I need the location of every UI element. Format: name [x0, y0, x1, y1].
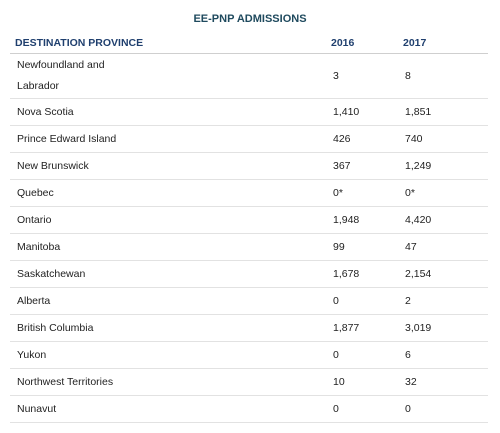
value-cell: 2 [405, 295, 411, 307]
table-row: Nunavut 0 0 [10, 396, 488, 423]
value-cell: 0* [405, 187, 415, 199]
table-row: British Columbia 1,877 3,019 [10, 315, 488, 342]
value-cell: 10 [333, 376, 345, 388]
value-cell: 1,851 [405, 106, 432, 118]
province-cell: Quebec [17, 187, 54, 199]
value-cell: 1,249 [405, 160, 432, 172]
province-cell: British Columbia [17, 322, 94, 334]
province-cell: Nova Scotia [17, 106, 74, 118]
value-cell: 2,154 [405, 268, 432, 280]
value-cell: 6 [405, 349, 411, 361]
province-cell: Northwest Territories [17, 376, 114, 388]
table: DESTINATION PROVINCE 2016 2017 Newfoundland… [10, 32, 488, 423]
value-cell: 1,948 [333, 214, 360, 226]
table-row: Nova Scotia 1,410 1,851 [10, 99, 488, 126]
header-cell: 2016 [331, 36, 355, 49]
value-cell: 47 [405, 241, 417, 253]
value-cell: 0* [333, 187, 343, 199]
value-cell: 0 [333, 295, 339, 307]
value-cell: 426 [333, 133, 351, 145]
table-row: Ontario 1,948 4,420 [10, 207, 488, 234]
province-cell: Ontario [17, 214, 52, 226]
province-cell: Saskatchewan [17, 268, 86, 280]
value-cell: 0 [333, 403, 339, 415]
table-row: Alberta 0 2 [10, 288, 488, 315]
table-row: Saskatchewan 1,678 2,154 [10, 261, 488, 288]
table-row: New Brunswick 367 1,249 [10, 153, 488, 180]
province-cell: Manitoba [17, 241, 61, 253]
table-title: EE-PNP ADMISSIONS [193, 13, 307, 25]
province-cell: Alberta [17, 295, 51, 307]
province-cell: Prince Edward Island [17, 133, 117, 145]
province-cell: New Brunswick [17, 160, 89, 172]
province-cell: Newfoundland and Labrador [17, 59, 105, 92]
province-cell: Yukon [17, 349, 47, 361]
value-cell: 99 [333, 241, 345, 253]
value-cell: 740 [405, 133, 423, 145]
value-cell: 367 [333, 160, 351, 172]
value-cell: 1,410 [333, 106, 360, 118]
table-row: Yukon 0 6 [10, 342, 488, 369]
value-cell: 3,019 [405, 322, 432, 334]
value-cell: 8 [405, 70, 411, 82]
header-row: DESTINATION PROVINCE 2016 2017 [10, 32, 488, 54]
value-cell: 0 [405, 403, 411, 415]
header-cell: DESTINATION PROVINCE [15, 36, 144, 49]
value-cell: 1,877 [333, 322, 360, 334]
table-row: Manitoba 99 47 [10, 234, 488, 261]
table-row: Quebec 0* 0* [10, 180, 488, 207]
value-cell: 32 [405, 376, 417, 388]
value-cell: 0 [333, 349, 339, 361]
value-cell: 1,678 [333, 268, 360, 280]
table-row: Prince Edward Island 426 740 [10, 126, 488, 153]
table-row: Newfoundland and Labrador 3 8 [10, 54, 488, 99]
value-cell: 3 [333, 70, 339, 82]
value-cell: 4,420 [405, 214, 432, 226]
header-cell: 2017 [403, 36, 427, 49]
province-cell: Nunavut [17, 403, 57, 415]
table-row: Northwest Territories 10 32 [10, 369, 488, 396]
